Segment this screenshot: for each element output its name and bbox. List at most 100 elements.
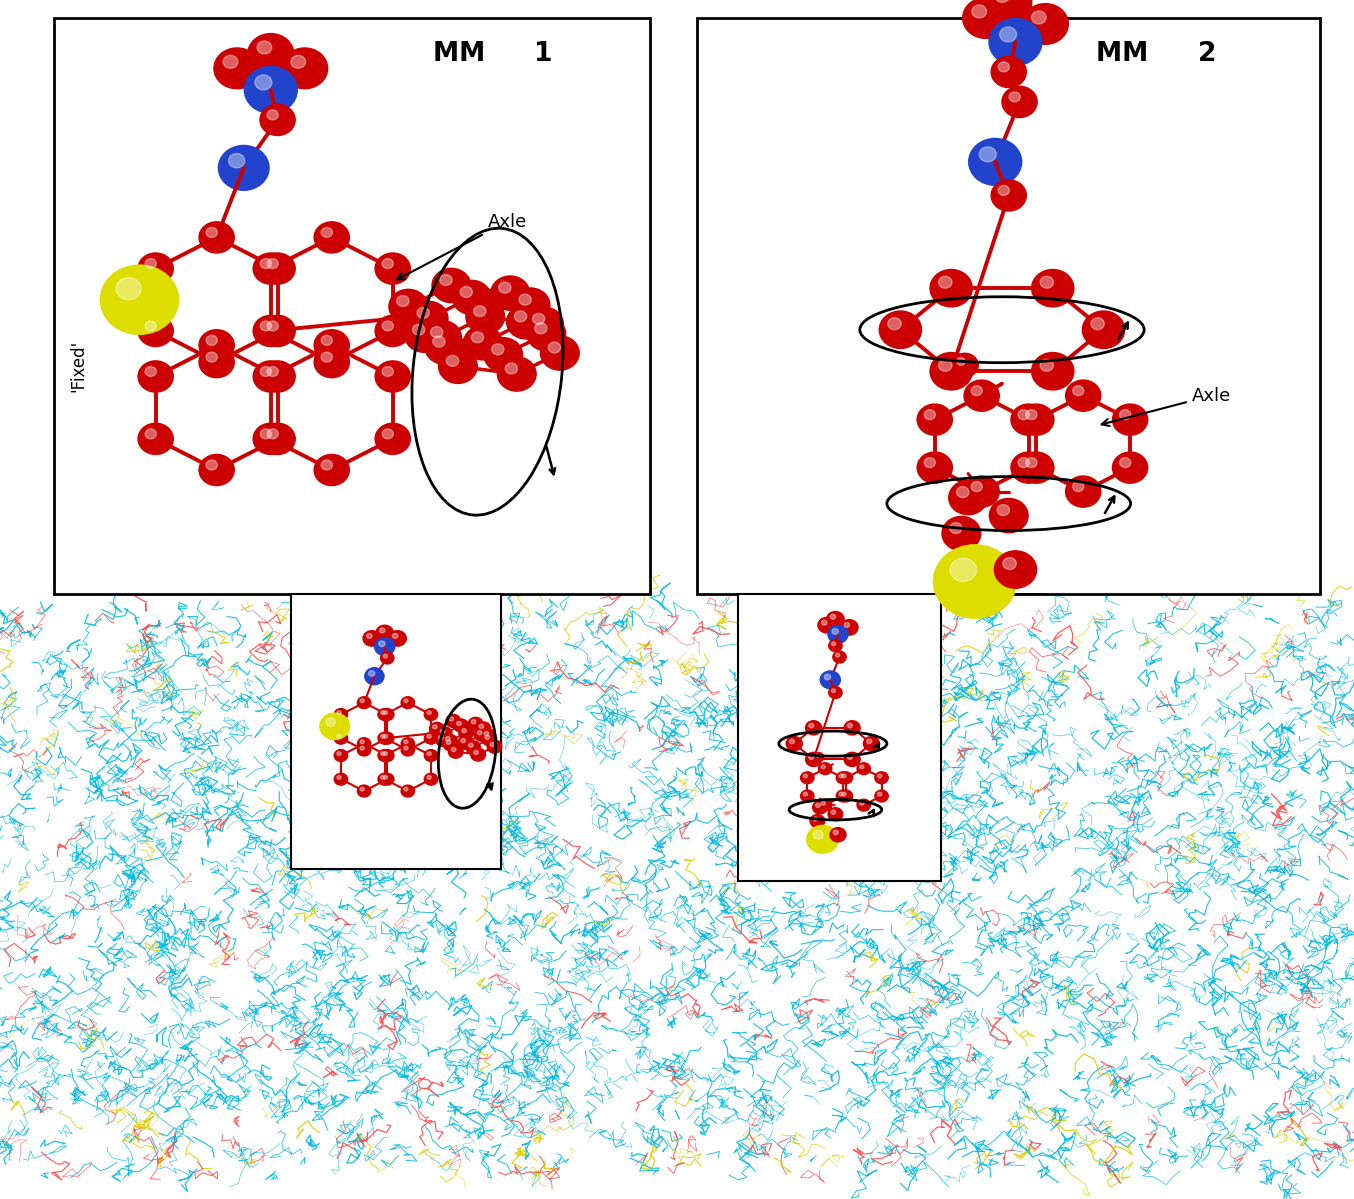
Circle shape [800,790,814,802]
Circle shape [368,670,375,676]
Circle shape [995,0,1010,2]
Circle shape [454,719,468,733]
Circle shape [810,814,825,827]
Circle shape [535,323,547,333]
Circle shape [138,423,173,454]
Circle shape [864,736,880,751]
Circle shape [206,336,218,345]
Circle shape [393,633,398,638]
Circle shape [320,713,349,740]
Circle shape [424,709,437,721]
Circle shape [380,735,385,739]
Circle shape [972,5,987,18]
Circle shape [401,737,414,749]
Circle shape [267,429,279,439]
Circle shape [321,353,333,362]
Circle shape [857,800,871,811]
Circle shape [814,753,823,761]
Circle shape [1066,476,1101,507]
Circle shape [879,311,922,349]
Circle shape [875,772,888,784]
Text: 2: 2 [1197,41,1216,67]
Circle shape [1040,360,1053,372]
Circle shape [839,793,844,796]
Circle shape [267,259,279,269]
Circle shape [877,793,881,796]
Circle shape [427,752,432,755]
Circle shape [257,41,272,54]
Circle shape [218,145,269,191]
Circle shape [1011,452,1047,483]
Circle shape [1018,410,1029,420]
Circle shape [951,558,976,582]
Circle shape [818,800,831,811]
Circle shape [427,776,432,779]
Circle shape [839,772,853,784]
Circle shape [1113,404,1148,435]
Circle shape [1040,276,1053,288]
Text: MM: MM [1097,41,1158,67]
Circle shape [145,367,156,376]
Circle shape [951,354,978,378]
Circle shape [326,718,336,727]
Circle shape [456,722,462,725]
Circle shape [100,265,179,335]
Circle shape [260,259,271,269]
Circle shape [988,18,1043,66]
Circle shape [1022,4,1068,44]
Circle shape [477,722,490,735]
Circle shape [815,803,821,807]
Circle shape [431,326,443,338]
Circle shape [253,423,288,454]
Circle shape [806,721,822,735]
Circle shape [466,300,505,333]
Circle shape [138,253,173,284]
Circle shape [244,66,298,114]
Circle shape [971,482,983,492]
Circle shape [357,785,371,797]
Circle shape [844,622,850,627]
Circle shape [337,776,341,779]
Circle shape [206,353,218,362]
Circle shape [433,336,445,348]
Circle shape [844,752,860,766]
Circle shape [443,734,458,747]
Circle shape [383,776,387,779]
Circle shape [401,785,414,797]
Circle shape [267,110,279,120]
Circle shape [1032,11,1047,24]
Circle shape [445,736,450,741]
Bar [291,594,501,869]
Circle shape [199,454,234,486]
Circle shape [463,326,502,360]
Circle shape [417,307,429,319]
Circle shape [1072,482,1085,492]
Circle shape [253,361,288,392]
Circle shape [968,138,1022,186]
Circle shape [1032,270,1074,307]
Circle shape [459,727,474,740]
Circle shape [375,253,410,284]
Circle shape [291,55,306,68]
Circle shape [998,62,1010,72]
Circle shape [860,765,864,769]
Circle shape [403,699,408,703]
Circle shape [497,357,536,391]
Circle shape [360,788,364,791]
Circle shape [1091,318,1105,330]
Circle shape [477,730,482,735]
Circle shape [383,735,387,739]
Circle shape [837,790,850,802]
Circle shape [812,801,827,814]
Circle shape [409,301,448,336]
Circle shape [468,743,474,747]
Circle shape [260,315,295,347]
Circle shape [835,653,839,657]
Circle shape [842,793,846,796]
Circle shape [830,614,835,619]
Circle shape [466,741,481,754]
Circle shape [818,763,831,775]
Circle shape [949,481,987,514]
Circle shape [812,817,818,821]
Circle shape [360,699,364,703]
